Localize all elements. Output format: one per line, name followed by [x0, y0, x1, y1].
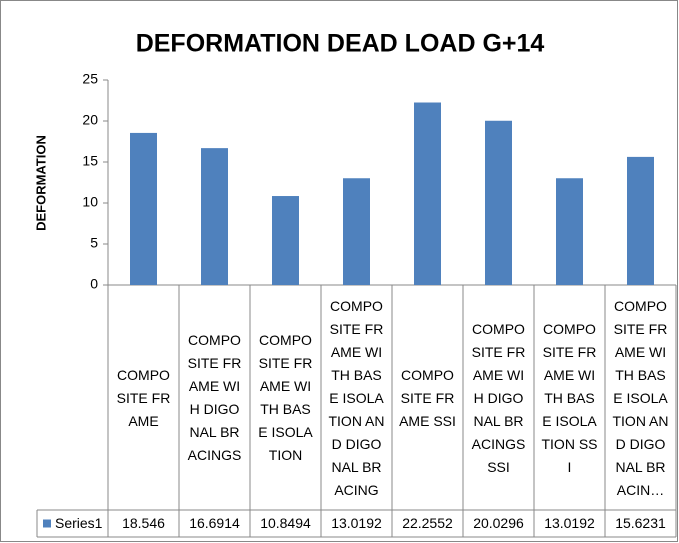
table-value: 20.0296 — [473, 515, 524, 531]
x-tick-text: COMPOSITE FRAME WIH DIGONAL BRACINGS SSI — [471, 320, 526, 475]
bar — [485, 120, 512, 285]
y-axis-title: DEFORMATION — [33, 135, 48, 231]
x-category-cell: COMPOSITE FRAME SSI — [392, 286, 463, 509]
bar — [343, 178, 370, 285]
y-tick-label: 25 — [82, 71, 98, 87]
table-value: 13.0192 — [331, 515, 382, 531]
chart-title: DEFORMATION DEAD LOAD G+14 — [136, 30, 545, 58]
x-tick-label: COMPOSITE FRAME WITH BASE ISOLATION — [250, 286, 321, 509]
x-tick-label: COMPOSITE FRAME WITH BASE ISOLATION SSI — [534, 286, 605, 509]
table-value: 15.6231 — [615, 515, 666, 531]
bar — [414, 102, 441, 286]
x-category-cell: COMPOSITE FRAME WITH BASE ISOLATION AND … — [321, 286, 392, 509]
x-tick-text: COMPOSITE FRAME WITH BASE ISOLATION SSI — [541, 320, 598, 475]
table-value: 16.6914 — [189, 515, 240, 531]
legend-label: Series1 — [55, 515, 103, 531]
x-category-cell: COMPOSITE FRAME WIH DIGONAL BRACINGS — [179, 286, 250, 509]
bar — [556, 178, 583, 285]
x-tick-text: COMPOSITE FRAME SSI — [399, 366, 456, 429]
table-value: 10.8494 — [260, 515, 311, 531]
x-tick-label: COMPOSITE FRAME WIH DIGONAL BRACINGS — [179, 286, 250, 509]
x-tick-label: COMPOSITE FRAME WIH DIGONAL BRACINGS SSI — [463, 286, 534, 509]
y-tick-label: 20 — [82, 112, 98, 128]
bar — [627, 156, 654, 285]
x-tick-label: COMPOSITE FRAME SSI — [392, 286, 463, 509]
x-tick-text: COMPOSITE FRAME WIH DIGONAL BRACINGS — [187, 332, 242, 463]
legend-key — [43, 519, 51, 528]
bar — [130, 132, 157, 285]
x-tick-text: COMPOSITE FRAME WITH BASE ISOLATION — [258, 332, 313, 463]
x-category-cell: COMPOSITE FRAME WITH BASE ISOLATION AND … — [605, 286, 676, 509]
table-value: 18.546 — [122, 515, 165, 531]
table-value: 22.2552 — [402, 515, 453, 531]
x-category-cell: COMPOSITE FRAME WIH DIGONAL BRACINGS SSI — [463, 286, 534, 509]
table-value: 13.0192 — [544, 515, 595, 531]
y-tick-label: 5 — [90, 235, 98, 251]
x-tick-label: COMPOSITE FRAME WITH BASE ISOLATION AND … — [321, 286, 392, 509]
y-tick-label: 10 — [82, 194, 98, 210]
x-tick-text: COMPOSITE FRAME WITH BASE ISOLATION AND … — [328, 297, 385, 498]
y-tick-label: 0 — [90, 276, 98, 292]
bar — [272, 196, 299, 285]
x-category-cell: COMPOSITE FRAME WITH BASE ISOLATION — [250, 286, 321, 509]
bar — [201, 148, 228, 285]
x-tick-text: COMPOSITE FRAME — [116, 366, 171, 429]
x-tick-text: COMPOSITE FRAME WITH BASE ISOLATION AND … — [612, 297, 669, 498]
x-tick-label: COMPOSITE FRAME WITH BASE ISOLATION AND … — [605, 286, 676, 509]
y-tick-label: 15 — [82, 153, 98, 169]
x-category-cell: COMPOSITE FRAME — [108, 286, 179, 509]
x-category-cell: COMPOSITE FRAME WITH BASE ISOLATION SSI — [534, 286, 605, 509]
x-tick-label: COMPOSITE FRAME — [108, 286, 179, 509]
